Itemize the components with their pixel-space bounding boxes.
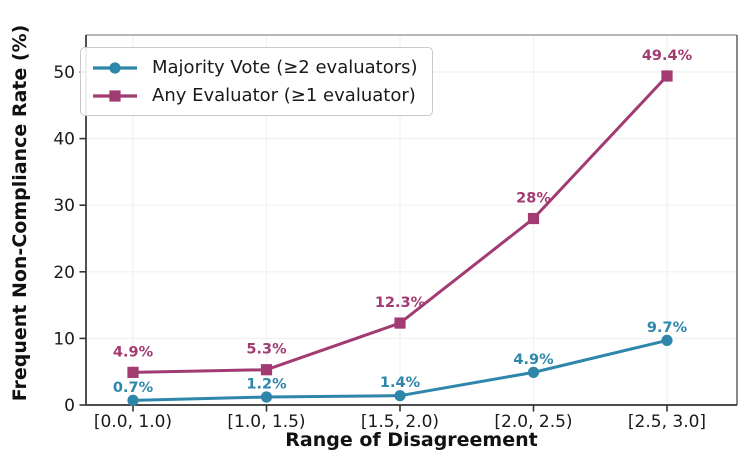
data-point <box>661 334 673 346</box>
legend-label-any-evaluator: Any Evaluator (≥1 evaluator) <box>152 85 416 106</box>
legend-item-majority-vote: Majority Vote (≥2 evaluators) <box>91 57 418 78</box>
y-tick-label: 50 <box>53 63 75 83</box>
x-tick-label: [2.0, 2.5) <box>494 412 572 432</box>
data-label: 5.3% <box>246 342 287 358</box>
data-label: 28% <box>516 191 551 207</box>
legend-line-circle-icon <box>93 61 137 74</box>
data-label: 49.4% <box>642 48 693 64</box>
data-point <box>127 394 139 406</box>
x-tick-label: [0.0, 1.0) <box>94 412 172 432</box>
x-tick-label: [1.0, 1.5) <box>227 412 305 432</box>
x-tick-label: [2.5, 3.0] <box>628 412 706 432</box>
square-marker-icon <box>109 89 121 102</box>
circle-marker-icon <box>109 61 121 74</box>
y-tick-label: 0 <box>64 396 75 416</box>
data-point <box>527 366 540 378</box>
data-label: 12.3% <box>375 295 426 311</box>
x-axis-title: Range of Disagreement <box>285 429 538 451</box>
data-label: 0.7% <box>113 380 154 396</box>
data-point <box>127 366 139 378</box>
data-label: 9.7% <box>647 320 688 336</box>
legend: Majority Vote (≥2 evaluators) Any Evalua… <box>80 47 433 116</box>
legend-item-any-evaluator: Any Evaluator (≥1 evaluator) <box>91 85 418 106</box>
y-axis-title: Frequent Non-Compliance Rate (%) <box>9 24 31 402</box>
y-tick-label: 30 <box>53 196 75 216</box>
legend-label-majority-vote: Majority Vote (≥2 evaluators) <box>152 57 418 78</box>
y-tick-label: 10 <box>53 329 75 349</box>
data-point <box>260 364 273 376</box>
data-label: 4.9% <box>513 352 554 368</box>
data-label: 4.9% <box>113 344 154 360</box>
data-point <box>527 212 540 225</box>
data-point <box>394 317 406 329</box>
data-label: 1.2% <box>246 377 287 393</box>
data-label: 1.4% <box>380 375 421 391</box>
data-point <box>661 70 673 82</box>
x-tick-label: [1.5, 2.0) <box>361 412 439 432</box>
data-point <box>394 390 406 402</box>
y-tick-label: 20 <box>53 263 75 283</box>
data-point <box>260 391 273 403</box>
y-tick-label: 40 <box>53 130 75 150</box>
legend-line-square-icon <box>93 89 137 102</box>
